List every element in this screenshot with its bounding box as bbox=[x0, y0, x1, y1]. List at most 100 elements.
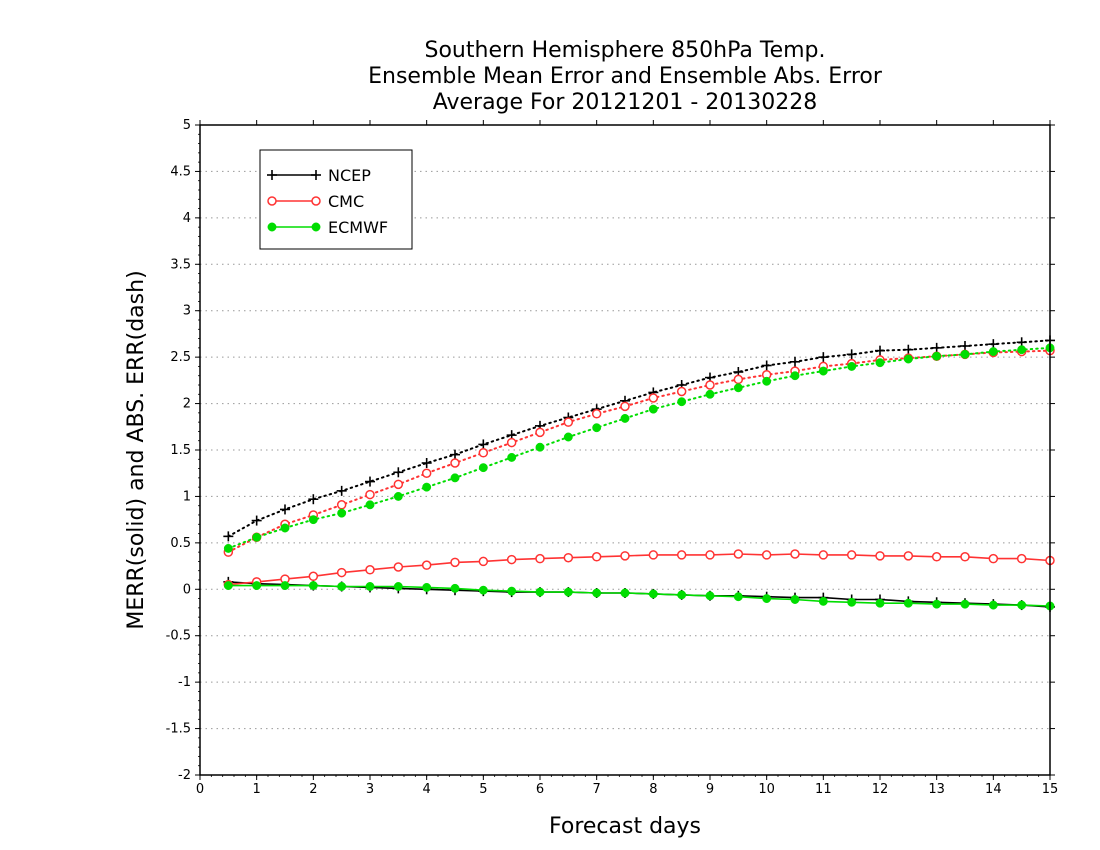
y-tick-label: 3.5 bbox=[170, 257, 191, 272]
legend-label-ncep: NCEP bbox=[328, 166, 371, 185]
cmc-abs-err-point bbox=[478, 448, 489, 458]
ecmwf-abs-err-point bbox=[422, 482, 432, 492]
ecmwf-abs-err-point bbox=[223, 543, 233, 553]
legend-marker-cmc bbox=[311, 196, 321, 206]
ecmwf-abs-err-point bbox=[790, 371, 800, 381]
ecmwf-mean-err-point bbox=[762, 594, 772, 604]
cmc-abs-err-point bbox=[336, 500, 347, 510]
y-tick-label: 0 bbox=[183, 582, 191, 597]
x-tick-label: 7 bbox=[593, 782, 601, 797]
y-tick-label: 1.5 bbox=[170, 443, 191, 458]
ecmwf-mean-err-point bbox=[592, 588, 602, 598]
ncep-abs-err-point bbox=[336, 485, 347, 496]
ecmwf-abs-err-point bbox=[903, 354, 913, 364]
x-tick-label: 15 bbox=[1042, 782, 1059, 797]
cmc-mean-err-point bbox=[733, 549, 744, 559]
ncep-abs-err-point bbox=[280, 504, 290, 515]
x-tick-label: 13 bbox=[928, 782, 945, 797]
legend-box bbox=[259, 149, 413, 250]
ecmwf-abs-err-point bbox=[1017, 345, 1027, 355]
y-tick-label: -2 bbox=[178, 768, 191, 783]
ecmwf-abs-err-point bbox=[563, 432, 573, 442]
ncep-abs-err-point bbox=[223, 531, 234, 542]
ecmwf-abs-err-point bbox=[733, 383, 743, 393]
ecmwf-abs-err-point bbox=[450, 473, 460, 483]
cmc-mean-err-point bbox=[620, 551, 630, 561]
cmc-abs-err-point bbox=[620, 401, 630, 412]
ecmwf-abs-err-point bbox=[592, 423, 602, 433]
ecmwf-mean-err-line bbox=[228, 584, 1051, 607]
y-tick-label: 5 bbox=[183, 118, 191, 133]
cmc-abs-err-point bbox=[421, 468, 432, 478]
y-axis-label: MERR(solid) and ABS. ERR(dash) bbox=[124, 270, 149, 629]
ecmwf-abs-err-point bbox=[507, 452, 517, 462]
y-tick-label: 2.5 bbox=[170, 350, 191, 365]
legend-label-cmc: CMC bbox=[328, 192, 364, 211]
ecmwf-mean-err-point bbox=[337, 582, 347, 591]
ecmwf-mean-err-point bbox=[252, 581, 262, 591]
ecmwf-abs-err-point bbox=[252, 532, 262, 542]
ecmwf-mean-err-point bbox=[705, 591, 715, 601]
ncep-abs-err-point bbox=[761, 360, 772, 371]
ncep-abs-err-point bbox=[790, 356, 800, 367]
ecmwf-mean-err-point bbox=[932, 599, 942, 609]
cmc-mean-err-point bbox=[308, 571, 319, 582]
cmc-mean-err-point bbox=[676, 550, 687, 560]
ecmwf-mean-err-point bbox=[960, 599, 970, 609]
series-ecmwf bbox=[223, 343, 1055, 611]
ecmwf-abs-err-point bbox=[705, 389, 715, 399]
x-tick-label: 14 bbox=[985, 782, 1002, 797]
cmc-mean-err-point bbox=[535, 553, 545, 564]
cmc-abs-err-point bbox=[393, 479, 404, 490]
legend-marker-cmc bbox=[267, 196, 277, 206]
y-axis-ticks: 5 4.5 4 3.5 3 2.5 2 1.5 1 0.5 0 -0.5 -1 -1.5 -2 bbox=[166, 118, 1055, 783]
cmc-abs-err-point bbox=[676, 386, 687, 397]
x-tick-label: 6 bbox=[536, 782, 544, 797]
plot-frame bbox=[199, 124, 1051, 776]
series-layer bbox=[223, 335, 1055, 612]
y-tick-label: 0.5 bbox=[170, 536, 191, 551]
ecmwf-abs-err-point bbox=[818, 366, 828, 376]
legend-marker-ncep bbox=[311, 170, 321, 180]
y-tick-label: 4.5 bbox=[170, 164, 191, 179]
ecmwf-abs-err-point bbox=[308, 515, 318, 525]
ecmwf-abs-err-point bbox=[620, 413, 630, 423]
ncep-abs-err-point bbox=[393, 467, 404, 478]
cmc-mean-err-point bbox=[988, 553, 999, 564]
ncep-abs-err-point bbox=[931, 342, 942, 353]
ecmwf-abs-err-line bbox=[227, 346, 1051, 550]
title-line-3: Average For 20121201 - 20130228 bbox=[433, 90, 818, 115]
ecmwf-mean-err-point bbox=[422, 582, 432, 592]
ecmwf-abs-err-point bbox=[280, 523, 290, 533]
cmc-abs-err-point bbox=[648, 393, 659, 403]
cmc-mean-err-point bbox=[421, 560, 432, 570]
gridlines bbox=[200, 170, 1050, 730]
ecmwf-abs-err-point bbox=[932, 351, 942, 361]
ecmwf-mean-err-point bbox=[875, 598, 885, 608]
cmc-abs-err-point bbox=[591, 409, 602, 419]
y-tick-label: -1.5 bbox=[166, 722, 191, 737]
title-line-1: Southern Hemisphere 850hPa Temp. bbox=[425, 38, 826, 63]
x-tick-label: 11 bbox=[815, 782, 832, 797]
ecmwf-abs-err-point bbox=[648, 404, 658, 414]
legend-item-ecmwf: ECMWF bbox=[267, 218, 388, 237]
cmc-mean-err-point bbox=[790, 549, 800, 559]
legend-marker-ncep bbox=[267, 170, 277, 180]
cmc-abs-err-point bbox=[506, 437, 517, 448]
ecmwf-abs-err-point bbox=[875, 358, 885, 368]
cmc-mean-err-point bbox=[336, 567, 347, 578]
cmc-mean-err-point bbox=[931, 552, 942, 562]
ecmwf-mean-err-point bbox=[818, 596, 828, 606]
ncep-abs-err-point bbox=[450, 449, 460, 460]
ecmwf-abs-err-point bbox=[478, 463, 488, 473]
cmc-abs-err-line bbox=[227, 349, 1051, 554]
ecmwf-mean-err-point bbox=[535, 587, 545, 597]
cmc-mean-err-point bbox=[393, 562, 404, 572]
ecmwf-abs-err-point bbox=[393, 491, 403, 501]
y-tick-label: 4 bbox=[183, 211, 191, 226]
ecmwf-abs-err-point bbox=[988, 347, 998, 357]
x-tick-label: 4 bbox=[423, 782, 431, 797]
ecmwf-mean-err-point bbox=[478, 585, 488, 595]
x-tick-label: 2 bbox=[309, 782, 317, 797]
ecmwf-abs-err-point bbox=[535, 442, 545, 452]
